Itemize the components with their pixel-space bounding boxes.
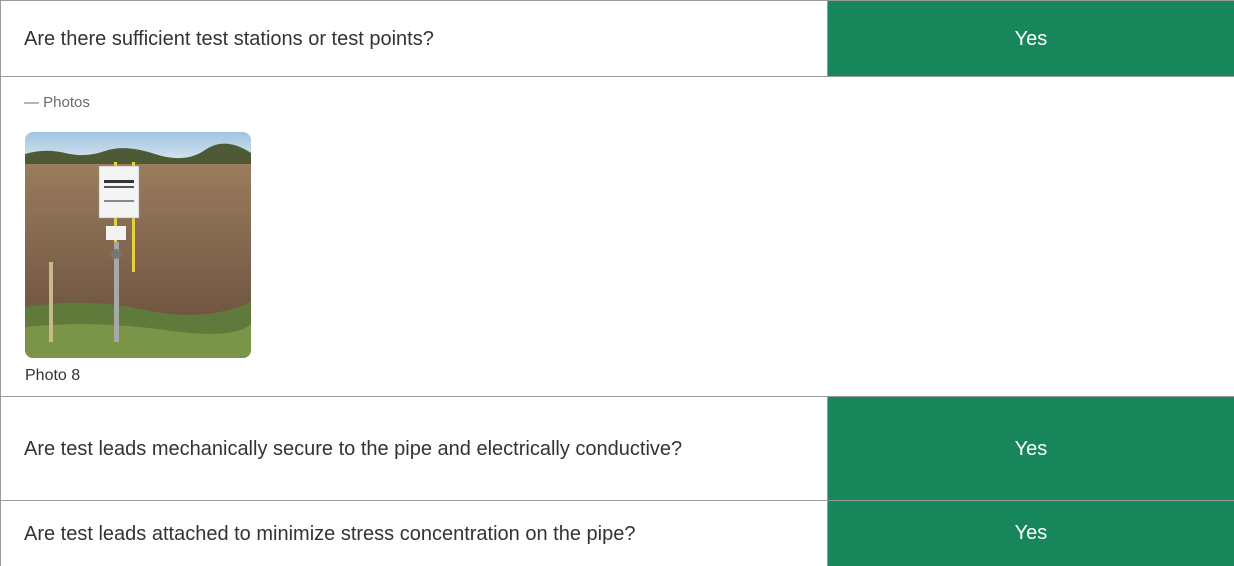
page: Are there sufficient test stations or te… — [0, 0, 1234, 566]
photo-caption: Photo 8 — [25, 367, 80, 385]
photo-image — [25, 132, 251, 358]
question: Are test leads attached to minimize stre… — [24, 501, 804, 566]
question-row: Are test leads mechanically secure to th… — [0, 396, 1234, 501]
question: Are there sufficient test stations or te… — [24, 1, 804, 77]
question-row: Are there sufficient test stations or te… — [0, 0, 1234, 77]
question-row: Are test leads attached to minimize stre… — [0, 500, 1234, 566]
answer: Yes — [827, 501, 1234, 566]
question: Are test leads mechanically secure to th… — [24, 397, 804, 501]
photos-label[interactable]: — Photos — [24, 94, 90, 111]
photo-thumbnail[interactable] — [25, 132, 251, 358]
answer: Yes — [827, 1, 1234, 77]
answer: Yes — [827, 397, 1234, 501]
